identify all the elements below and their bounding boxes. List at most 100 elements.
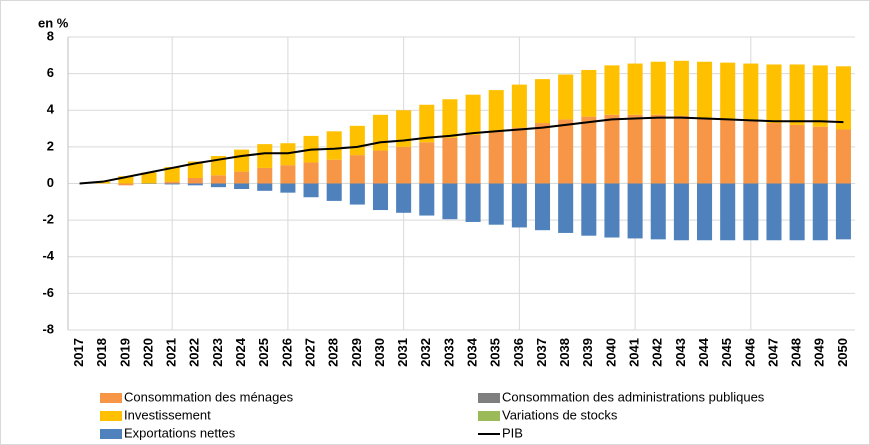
bar	[372, 183, 389, 211]
y-tick-label: -4	[42, 248, 54, 263]
bar	[118, 183, 134, 186]
bar	[766, 64, 782, 124]
bar	[488, 131, 504, 184]
x-tick-label: 2043	[673, 338, 688, 367]
x-tick-label: 2022	[187, 338, 202, 367]
bar	[604, 183, 620, 238]
bar	[210, 183, 226, 188]
bar	[187, 178, 203, 184]
bar	[419, 104, 435, 143]
bar	[743, 63, 759, 122]
bar	[442, 99, 458, 138]
bar	[164, 167, 180, 182]
bar	[697, 117, 713, 184]
bar	[396, 146, 412, 184]
bar	[558, 74, 574, 120]
x-tick-label: 2039	[580, 338, 595, 367]
y-tick-label: 6	[47, 65, 54, 80]
bar	[257, 167, 273, 184]
bar	[789, 124, 805, 184]
legend-label: Investissement	[124, 407, 211, 422]
bar	[581, 116, 597, 184]
x-tick-label: 2048	[789, 338, 804, 367]
bar	[465, 94, 481, 135]
x-tick-label: 2042	[650, 338, 665, 367]
bar	[627, 63, 643, 115]
bar	[164, 181, 180, 184]
bar	[257, 144, 273, 168]
bar	[812, 65, 828, 127]
x-tick-label: 2017	[71, 338, 86, 367]
y-tick-label: 8	[47, 28, 54, 43]
bar	[534, 183, 551, 231]
bar	[604, 114, 620, 184]
x-tick-label: 2045	[719, 338, 734, 367]
bar	[627, 114, 643, 184]
x-tick-label: 2020	[140, 338, 155, 367]
legend-swatch	[100, 393, 122, 403]
x-tick-label: 2047	[765, 338, 780, 367]
x-tick-label: 2029	[349, 338, 364, 367]
bar	[303, 162, 319, 184]
x-tick-label: 2025	[256, 338, 271, 367]
legend-swatch	[478, 393, 500, 403]
bar	[743, 183, 759, 241]
bar	[280, 165, 296, 184]
bar	[396, 110, 412, 147]
bar	[465, 183, 481, 222]
bar	[118, 176, 134, 184]
legend-label: Exportations nettes	[124, 425, 236, 440]
bar	[210, 175, 226, 184]
bar	[650, 114, 666, 184]
x-tick-label: 2040	[603, 338, 618, 367]
bar	[534, 123, 551, 184]
y-tick-label: -6	[42, 285, 54, 300]
bar	[511, 183, 527, 228]
legend-label: Consommation des ménages	[124, 389, 294, 404]
bar	[257, 183, 273, 191]
x-tick-label: 2037	[534, 338, 549, 367]
legend-swatch	[478, 411, 500, 421]
bar	[303, 183, 319, 198]
bar	[442, 137, 458, 184]
bar	[789, 64, 805, 125]
legend-label: Variations de stocks	[502, 407, 618, 422]
x-tick-label: 2027	[302, 338, 317, 367]
y-axis-label: en %	[38, 15, 69, 30]
bar	[326, 159, 342, 184]
bar	[835, 183, 851, 240]
x-tick-label: 2031	[395, 338, 410, 367]
y-tick-label: -8	[42, 321, 54, 336]
x-tick-label: 2034	[465, 337, 480, 367]
bar	[187, 161, 203, 179]
bar	[234, 149, 250, 172]
bar	[673, 183, 689, 241]
bar	[488, 90, 504, 132]
bar	[326, 131, 342, 160]
bar	[234, 183, 250, 189]
bar	[488, 183, 504, 225]
x-tick-label: 2049	[812, 338, 827, 367]
bar	[511, 84, 527, 128]
legend-label: PIB	[502, 425, 523, 440]
bar	[720, 119, 736, 184]
bar	[164, 183, 180, 185]
bar	[558, 119, 574, 184]
x-tick-label: 2033	[441, 338, 456, 367]
bar	[581, 69, 597, 117]
bar	[396, 183, 412, 213]
bar	[789, 183, 805, 241]
x-tick-label: 2018	[94, 338, 109, 367]
bar	[627, 183, 643, 239]
bar	[465, 134, 481, 184]
x-tick-label: 2036	[511, 338, 526, 367]
legend-label: Consommation des administrations publiqu…	[502, 389, 765, 404]
y-tick-label: 4	[47, 102, 55, 117]
bar	[720, 62, 736, 120]
bar	[511, 127, 527, 184]
bar	[234, 171, 250, 184]
bar	[349, 125, 365, 156]
bar	[812, 183, 828, 241]
bar	[812, 126, 828, 184]
